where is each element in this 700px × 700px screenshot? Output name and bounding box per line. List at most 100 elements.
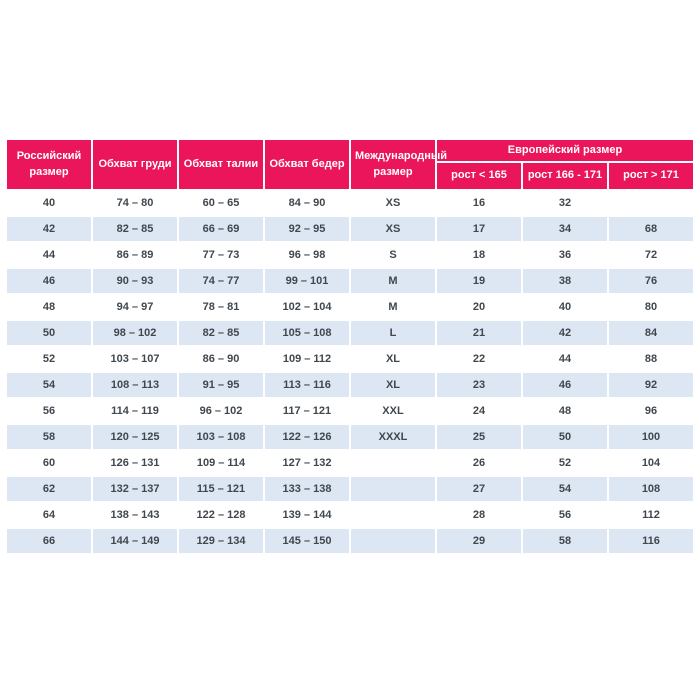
size-cell [351,451,435,475]
size-cell: 50 [7,321,91,345]
size-cell: 88 [609,347,693,371]
col-international: Международный размер [351,140,447,189]
col-height-166-171: рост 166 - 171 [523,163,607,189]
size-cell: 103 – 107 [93,347,177,371]
size-cell: 50 [523,425,607,449]
size-cell: 109 – 112 [265,347,349,371]
size-cell: 91 – 95 [179,373,263,397]
size-cell: 48 [7,295,91,319]
size-cell: 46 [7,269,91,293]
size-cell: 58 [7,425,91,449]
size-cell [609,191,693,215]
table-row: 54 108 – 113 91 – 95 113 – 116 XL 23 46 92 [7,373,693,397]
table-row: 40 74 – 80 60 – 65 84 – 90 XS 16 32 [7,191,693,215]
size-cell: 52 [7,347,91,371]
col-height-lt-165: рост < 165 [437,163,521,189]
size-cell: 133 – 138 [265,477,349,501]
size-chart-container: Российский размер Обхват груди Обхват та… [5,138,695,555]
table-row: 52 103 – 107 86 – 90 109 – 112 XL 22 44 88 [7,347,693,371]
size-cell: 29 [437,529,521,553]
size-cell: XS [351,217,435,241]
size-cell: 116 [609,529,693,553]
size-cell: 92 – 95 [265,217,349,241]
size-cell: 115 – 121 [179,477,263,501]
size-cell: XS [351,191,435,215]
size-cell: 54 [523,477,607,501]
size-cell: 139 – 144 [265,503,349,527]
size-cell: 76 [609,269,693,293]
header-row-sub: рост < 165 рост 166 - 171 рост > 171 [7,163,693,189]
size-cell: 90 – 93 [93,269,177,293]
size-cell: XXL [351,399,435,423]
size-cell: 68 [609,217,693,241]
size-cell: 58 [523,529,607,553]
size-cell: 92 [609,373,693,397]
table-row: 58 120 – 125 103 – 108 122 – 126 XXXL 25 50 100 [7,425,693,449]
size-cell: 32 [523,191,607,215]
size-chart-table: Российский размер Обхват груди Обхват та… [5,138,695,555]
size-cell: 145 – 150 [265,529,349,553]
size-cell: 144 – 149 [93,529,177,553]
header-row-main: Российский размер Обхват груди Обхват та… [7,140,693,189]
size-cell: 40 [7,191,91,215]
size-cell: 64 [7,503,91,527]
size-cell: 120 – 125 [93,425,177,449]
col-height-gt-171: рост > 171 [609,163,693,189]
col-waist: Обхват талии [179,140,263,189]
size-cell: 132 – 137 [93,477,177,501]
size-cell: 74 – 80 [93,191,177,215]
size-cell: 60 – 65 [179,191,263,215]
size-cell: 16 [437,191,521,215]
size-cell: 103 – 108 [179,425,263,449]
size-cell: 117 – 121 [265,399,349,423]
table-row: 48 94 – 97 78 – 81 102 – 104 M 20 40 80 [7,295,693,319]
size-cell: 66 – 69 [179,217,263,241]
table-row: 44 86 – 89 77 – 73 96 – 98 S 18 36 72 [7,243,693,267]
size-cell: 22 [437,347,521,371]
size-cell: 34 [523,217,607,241]
table-row: 64 138 – 143 122 – 128 139 – 144 28 56 112 [7,503,693,527]
size-cell: 74 – 77 [179,269,263,293]
col-hips: Обхват бедер [265,140,349,189]
size-cell: 84 – 90 [265,191,349,215]
size-cell: 36 [523,243,607,267]
size-cell: XL [351,373,435,397]
size-cell: 126 – 131 [93,451,177,475]
size-cell: 27 [437,477,521,501]
size-cell: 46 [523,373,607,397]
size-cell: 138 – 143 [93,503,177,527]
size-cell: 99 – 101 [265,269,349,293]
size-cell: 80 [609,295,693,319]
size-cell: 44 [7,243,91,267]
size-cell: 23 [437,373,521,397]
size-cell: M [351,295,435,319]
size-cell: 21 [437,321,521,345]
size-cell: 113 – 116 [265,373,349,397]
size-cell: 28 [437,503,521,527]
size-cell: 48 [523,399,607,423]
size-cell: 56 [523,503,607,527]
size-cell: 78 – 81 [179,295,263,319]
size-cell [351,529,435,553]
size-cell: 105 – 108 [265,321,349,345]
size-cell: 102 – 104 [265,295,349,319]
size-cell: 98 – 102 [93,321,177,345]
size-cell: 122 – 126 [265,425,349,449]
size-cell: 129 – 134 [179,529,263,553]
size-cell: 94 – 97 [93,295,177,319]
size-cell: 19 [437,269,521,293]
table-row: 60 126 – 131 109 – 114 127 – 132 26 52 104 [7,451,693,475]
size-cell: XXXL [351,425,435,449]
size-cell: 42 [523,321,607,345]
size-cell: S [351,243,435,267]
size-cell: 24 [437,399,521,423]
table-row: 62 132 – 137 115 – 121 133 – 138 27 54 108 [7,477,693,501]
size-cell: 56 [7,399,91,423]
size-cell: 96 [609,399,693,423]
size-cell: 25 [437,425,521,449]
size-cell: 18 [437,243,521,267]
size-cell: 40 [523,295,607,319]
size-cell: 38 [523,269,607,293]
col-european-group: Европейский размер [437,140,693,161]
